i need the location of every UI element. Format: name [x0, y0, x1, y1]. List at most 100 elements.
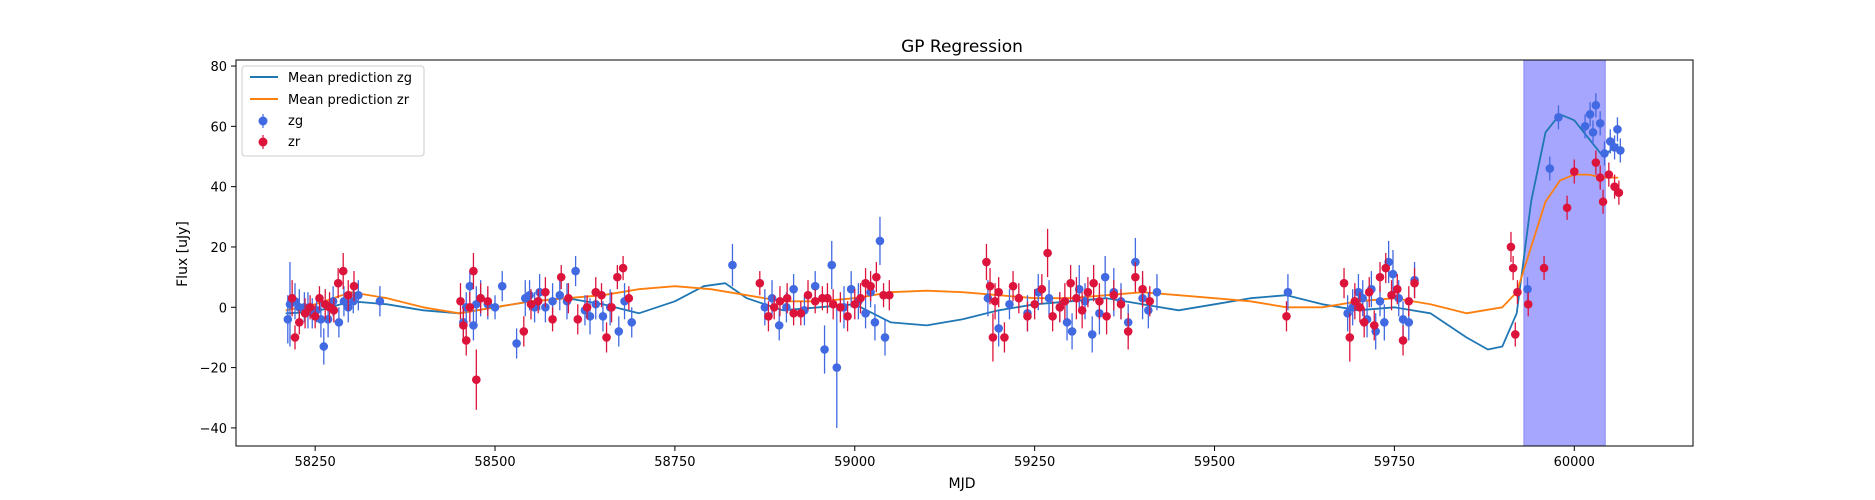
point-zr [1037, 284, 1047, 294]
point-zg [1375, 296, 1385, 306]
point-zg [846, 284, 856, 294]
x-tick-label: 58250 [294, 455, 335, 470]
point-zg [497, 281, 507, 291]
point-zr [1604, 170, 1614, 179]
point-zr [885, 290, 894, 300]
legend-label-zr: zr [288, 135, 301, 150]
point-zg [1354, 287, 1363, 297]
point-zr [1014, 293, 1024, 303]
point-zr [533, 296, 543, 306]
point-zr [607, 302, 616, 312]
point-zg [1005, 299, 1014, 309]
point-zg [627, 318, 637, 327]
point-zg [832, 363, 842, 372]
y-tick-label: 40 [210, 181, 227, 196]
point-zg [354, 290, 363, 300]
point-zr [1404, 296, 1414, 306]
point-zr [1083, 287, 1093, 297]
point-zg [820, 345, 829, 354]
point-zr [994, 287, 1003, 297]
point-zg [469, 321, 478, 330]
point-zg [1585, 109, 1595, 119]
y-tick-label: 0 [219, 301, 227, 316]
point-zr [1375, 272, 1385, 282]
point-zg [1100, 272, 1110, 282]
point-zr [1030, 299, 1039, 309]
point-zr [333, 278, 343, 288]
plot-area-frame [235, 59, 1694, 447]
point-zr [1138, 284, 1147, 294]
point-zr [315, 293, 324, 303]
point-zr [1392, 284, 1402, 294]
point-zr [582, 302, 592, 312]
point-zr [1513, 287, 1522, 297]
y-tick-label: −20 [200, 362, 227, 377]
point-zg [767, 293, 777, 303]
point-zr [1066, 278, 1075, 288]
point-zg [1283, 287, 1293, 297]
point-zg [585, 312, 595, 321]
point-zg [555, 290, 565, 300]
x-tick-label: 58750 [654, 455, 695, 470]
point-zr [1000, 333, 1009, 342]
point-zg [1616, 146, 1625, 155]
point-zr [476, 293, 485, 303]
point-zr [349, 281, 359, 291]
point-zr [618, 263, 628, 273]
point-zg [760, 302, 770, 312]
point-zg [1605, 137, 1615, 146]
point-zg [1074, 284, 1084, 294]
point-zr [1359, 318, 1369, 327]
x-tick-label: 58500 [474, 455, 515, 470]
point-zr [1060, 296, 1070, 306]
point-zg [1388, 269, 1398, 279]
point-zr [461, 336, 471, 345]
x-axis-label: MJD [949, 476, 976, 492]
point-zg [571, 266, 580, 276]
point-zr [300, 309, 310, 318]
point-zr [1055, 302, 1065, 312]
point-zr [1043, 248, 1052, 258]
point-zr [1123, 327, 1133, 336]
point-zg [1044, 293, 1054, 303]
point-zr [775, 296, 785, 306]
point-zg [472, 299, 481, 309]
point-zg [1358, 293, 1368, 303]
point-zg [348, 296, 358, 306]
point-zr [1072, 293, 1081, 303]
y-tick-label: 60 [210, 120, 227, 135]
y-tick-label: 20 [210, 241, 227, 256]
point-zr [836, 302, 845, 312]
point-zr [472, 375, 481, 384]
point-zr [769, 302, 779, 312]
point-zr [469, 266, 478, 276]
point-zg [789, 284, 798, 294]
point-zr [1364, 287, 1374, 297]
point-zg [875, 236, 885, 246]
point-zg [339, 296, 349, 306]
point-zr [519, 327, 529, 336]
point-zg [614, 327, 624, 336]
legend-marker-zr [258, 137, 268, 147]
point-zr [1355, 302, 1365, 312]
point-zr [1398, 336, 1408, 345]
point-zr [1410, 278, 1419, 288]
y-tick-label: 80 [210, 60, 227, 75]
point-zr [789, 309, 798, 318]
point-zg [1595, 119, 1605, 128]
series-zr [287, 150, 1624, 410]
point-zr [338, 266, 348, 276]
point-zg [994, 324, 1003, 333]
point-zg [1591, 100, 1601, 110]
point-zg [1588, 128, 1598, 137]
point-zr [1610, 182, 1619, 191]
point-zr [828, 299, 838, 309]
point-zr [982, 257, 991, 267]
point-zr [613, 272, 622, 282]
chart-title: GP Regression [901, 37, 1023, 57]
point-zg [810, 281, 820, 291]
y-tick-label: −40 [200, 422, 227, 437]
legend-marker-zg [258, 116, 268, 126]
point-zg [323, 315, 333, 324]
